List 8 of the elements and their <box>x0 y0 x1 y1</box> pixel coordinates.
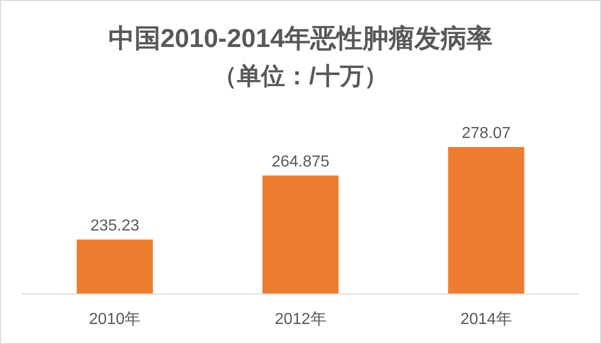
chart-subtitle: （单位：/十万） <box>213 63 388 90</box>
x-tick-label: 2014年 <box>460 311 512 328</box>
data-label: 235.23 <box>90 218 140 235</box>
data-label: 278.07 <box>462 125 511 142</box>
chart-title: 中国2010-2014年恶性肿瘤发病率 <box>108 23 493 53</box>
data-label: 264.875 <box>272 153 330 170</box>
x-tick-label: 2012年 <box>274 311 326 328</box>
x-tick-label: 2010年 <box>89 311 141 328</box>
